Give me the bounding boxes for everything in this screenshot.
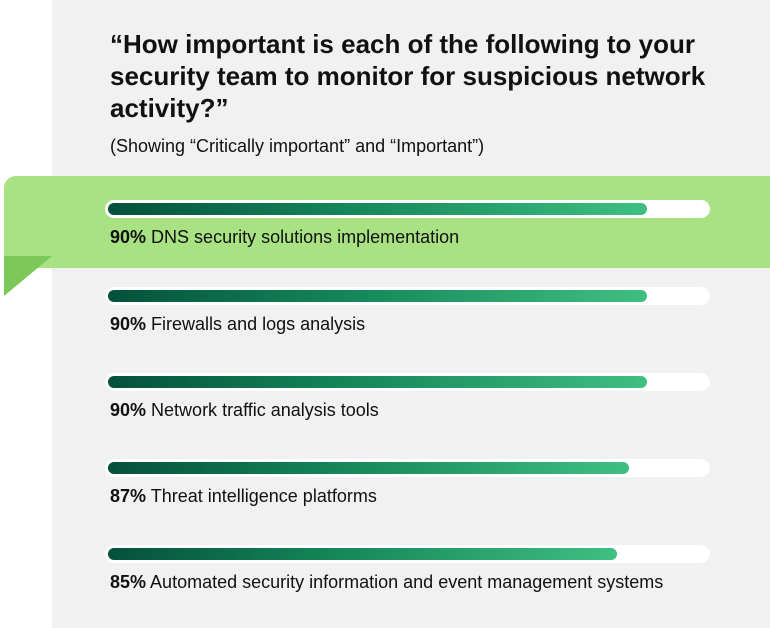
bar-category-label: Firewalls and logs analysis: [151, 314, 366, 334]
bar-category-label: Threat intelligence platforms: [150, 486, 377, 506]
bar-label: 90% Network traffic analysis tools: [110, 397, 670, 423]
bar-track: [105, 373, 710, 391]
chart-panel: [52, 0, 770, 628]
bar-fill: [108, 462, 629, 474]
bar-fill: [108, 203, 647, 215]
bar-track: [105, 545, 710, 563]
bar-track: [105, 287, 710, 305]
bar-label: 87% Threat intelligence platforms: [110, 483, 670, 509]
bar-value-label: 87%: [110, 486, 147, 506]
bar-label: 90% Firewalls and logs analysis: [110, 311, 670, 337]
bar-fill: [108, 548, 617, 560]
highlight-band: [4, 176, 770, 268]
bar-value-label: 90%: [110, 314, 147, 334]
bar-category-label: Network traffic analysis tools: [151, 400, 379, 420]
bar-fill: [108, 290, 647, 302]
bar-value-label: 90%: [110, 227, 147, 247]
bar-value-label: 90%: [110, 400, 147, 420]
bar-value-label: 85%: [110, 572, 147, 592]
bar-fill: [108, 376, 647, 388]
chart-title: “How important is each of the following …: [110, 29, 706, 123]
bar-track: [105, 459, 710, 477]
chart-subtitle: (Showing “Critically important” and “Imp…: [110, 136, 485, 156]
bar-label: 85% Automated security information and e…: [110, 569, 670, 595]
bar-category-label: DNS security solutions implementation: [151, 227, 460, 247]
bar-label: 90% DNS security solutions implementatio…: [110, 224, 670, 250]
highlight-tail: [4, 256, 52, 296]
bar-category-label: Automated security information and event…: [150, 572, 664, 592]
bar-track: [105, 200, 710, 218]
